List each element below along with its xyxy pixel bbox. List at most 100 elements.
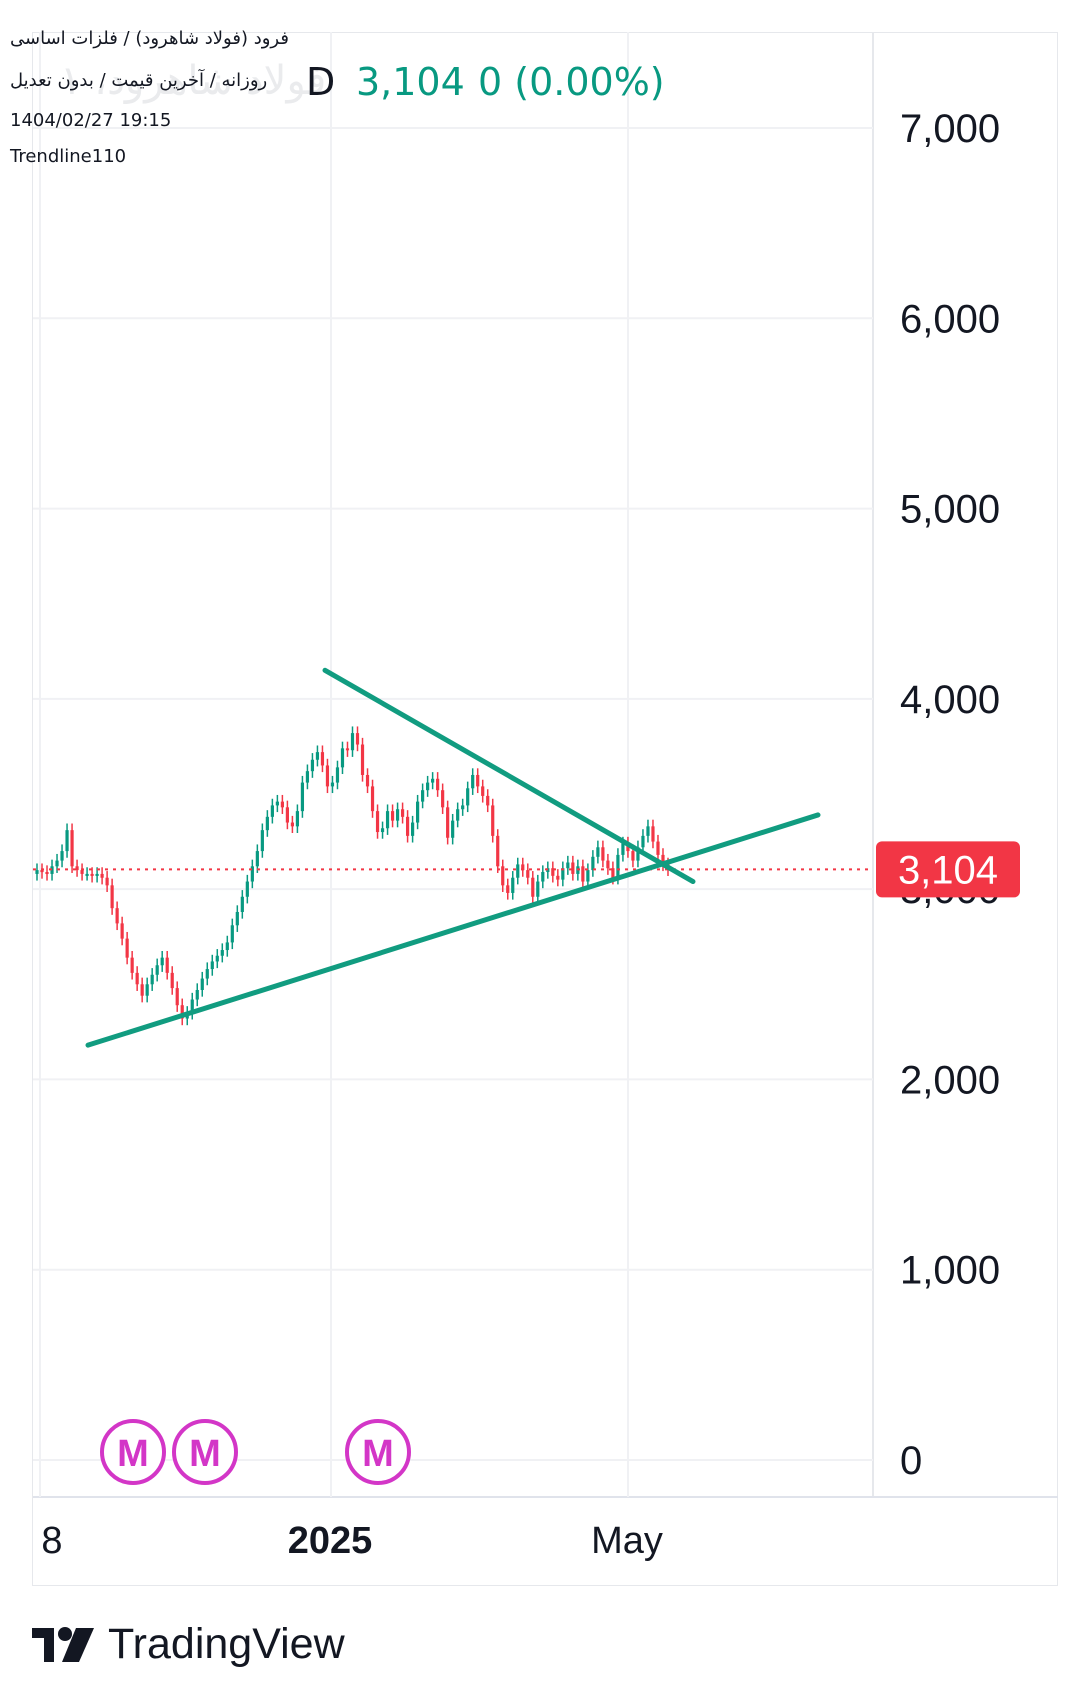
candle-body [511,877,515,893]
candle-body [451,820,455,838]
x-tick-label: 8 [41,1520,62,1562]
y-tick-label: 2,000 [900,1058,1000,1102]
event-marker [100,1419,166,1485]
candle-body [305,771,310,783]
y-tick-label: 5,000 [900,488,1000,532]
candle-body [461,805,465,810]
candle-body [130,957,134,973]
candle-body [250,866,254,882]
candle-body [626,843,630,852]
candle-body [100,873,104,878]
last-price-badge-label: 3,104 [898,848,998,892]
candle-body [541,872,545,882]
candle-body [651,826,655,842]
candle-body [105,877,109,886]
x-tick-label: May [591,1520,663,1562]
candle-body [466,788,470,806]
candle-body [325,765,330,787]
event-marker [345,1419,411,1485]
y-tick-label: 7,000 [900,107,1000,151]
candle-body [566,862,570,869]
candle-body [230,925,234,943]
chart-settings: روزانه / آخرین قیمت / بدون تعدیل [10,70,268,91]
candle-body [556,875,560,880]
candle-body [245,881,249,897]
candle-body [280,801,284,808]
candle-body [516,864,520,878]
candle-body [145,984,149,996]
candle-body [531,877,535,897]
candle-body [446,807,450,838]
candle-body [335,767,340,783]
candle-body [426,782,430,791]
candle-body [75,866,79,871]
interval-label[interactable]: D [306,60,336,104]
candle-body [310,759,315,772]
candle-body [290,822,295,827]
candle-body [115,908,119,924]
event-marker-label: M [117,1433,149,1475]
candle-body [656,841,660,855]
candle-body [155,965,159,975]
chart-datetime: 1404/02/27 19:15 [10,110,172,131]
candle-body [345,748,350,751]
candle-body [340,748,345,768]
candle-body [40,870,44,873]
candle-body [140,984,144,996]
candle-body [551,868,555,876]
y-tick-label: 4,000 [900,678,1000,722]
candle-body [581,866,585,882]
candle-body [506,885,510,893]
candle-body [616,854,620,878]
candle-body [55,860,59,867]
candle-body [220,950,224,956]
candle-body [601,847,605,861]
event-marker [172,1419,238,1485]
tradingview-logo-icon [32,1627,94,1662]
candle-body [360,744,365,775]
candle-body [90,873,94,876]
candle-body [410,822,415,836]
candle-body [536,881,540,897]
candle-body [385,811,390,829]
candle-body [175,988,179,1006]
x-tick-label: 2025 [288,1520,373,1562]
indicator-label[interactable]: Trendline110 [10,146,127,167]
candle-body [210,961,214,970]
tradingview-wordmark: TradingView [108,1619,345,1668]
candle-body [621,843,625,855]
candle-body [275,801,279,806]
candle-body [240,896,244,912]
candle-body [160,957,164,966]
price-change: 0 (0.00%) [478,60,665,104]
candle-body [631,851,635,861]
candle-body [45,872,49,875]
candle-body [365,774,370,787]
candle-body [456,809,460,821]
candle-body [436,778,440,791]
candle-body [205,969,209,979]
event-marker-label: M [362,1433,394,1475]
candle-body [120,923,124,939]
candle-body [471,774,475,789]
y-tick-label: 1,000 [900,1249,1000,1293]
last-price: 3,104 [356,60,465,104]
candle-body [350,733,355,751]
candle-body [150,974,154,985]
candle-body [481,786,485,796]
candle-body [265,816,269,831]
tradingview-logo[interactable]: TradingView [32,1614,345,1674]
candle-body [285,807,289,823]
candle-body [395,809,400,821]
candle-body [270,805,274,817]
candle-body [561,868,565,880]
candle-body [60,851,64,861]
candle-body [521,864,525,871]
candle-body [571,862,575,874]
symbol-watermark: فولاد شاهرود، ۱ [60,58,327,104]
candle-body [255,851,259,867]
candle-body [486,795,490,806]
candle-body [330,782,335,787]
symbol-title: فرود (فولاد شاهرود) / فلزات اساسی [10,28,289,49]
